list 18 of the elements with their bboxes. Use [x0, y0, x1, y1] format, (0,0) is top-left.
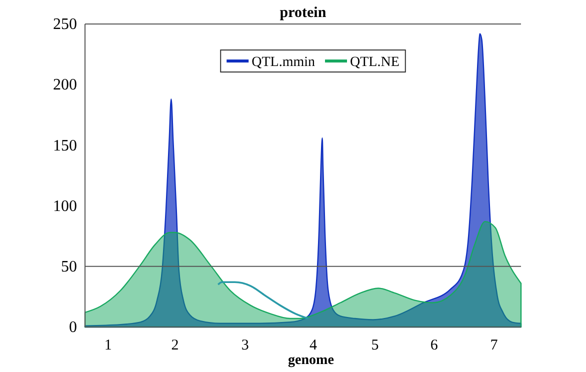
- y-tick-label: 100: [53, 198, 77, 215]
- x-tick-label: 3: [241, 338, 249, 354]
- line-series: [217, 281, 310, 320]
- y-tick-label: 0: [69, 319, 77, 336]
- chart-title: protein: [280, 5, 327, 21]
- x-tick-label: 4: [310, 338, 318, 354]
- y-tick-label: 150: [53, 137, 77, 154]
- y-tick-label: 50: [61, 258, 77, 276]
- y-tick-label: 250: [53, 16, 77, 34]
- y-tick-label: 200: [53, 76, 77, 94]
- x-tick-label: 5: [371, 338, 379, 354]
- legend-label: QTL.NE: [350, 55, 400, 70]
- x-axis-title: genome: [288, 353, 334, 368]
- x-tick-label: 2: [171, 338, 179, 354]
- x-tick-label: 6: [430, 338, 438, 354]
- x-tick-label: 7: [490, 338, 498, 354]
- x-tick-label: 1: [104, 338, 112, 354]
- legend-label: QTL.mmin: [252, 55, 315, 70]
